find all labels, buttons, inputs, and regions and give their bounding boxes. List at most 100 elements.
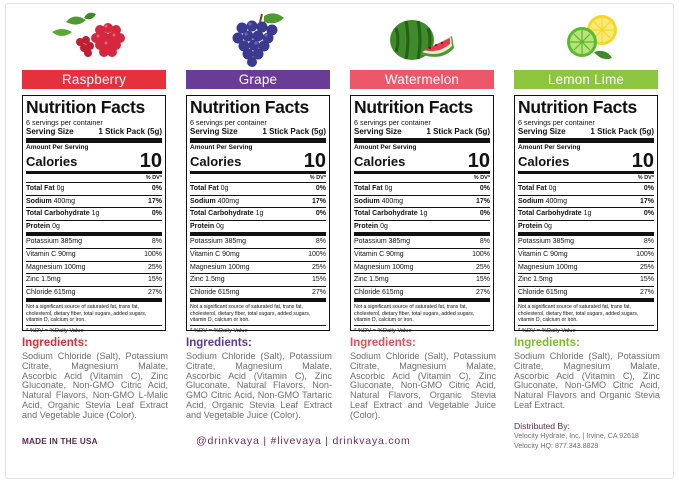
product-column-lemon-lime: Lemon Lime Nutrition Facts 6 servings pe… [514,8,660,411]
nf-row: Sodium 400mg 17% [26,196,162,209]
nf-serving-size-label: Serving Size [190,127,238,136]
nf-row: Protein 0g [190,221,326,237]
nf-amount-per-serving: Amount Per Serving [518,144,581,151]
nf-row: Total Fat 0g 0% [518,183,654,196]
nf-calories: Calories 10 [518,150,654,174]
nf-row: Protein 0g [518,221,654,237]
nf-serving-size-label: Serving Size [26,127,74,136]
nf-row: Sodium 400mg 17% [518,196,654,209]
product-column-watermelon: Watermelon Nutrition Facts 6 servings pe… [350,8,496,421]
ingredients-text: Sodium Chloride (Salt), Potassium Citrat… [350,351,496,420]
nf-serving-size: Serving Size 1 Stick Pack (5g) [190,127,326,143]
lemon-lime-icon [514,8,658,70]
flavor-banner: Raspberry [22,70,166,89]
nf-mineral-row: Vitamin C 90mg 100% [190,249,326,262]
nf-title: Nutrition Facts [26,97,145,117]
nutrition-facts-panel: Nutrition Facts 6 servings per container… [186,95,330,334]
social-links: @drinkvaya | #livevaya | drinkvaya.com [196,435,411,447]
nf-row: Total Fat 0g 0% [26,183,162,196]
nf-calories: Calories 10 [354,150,490,174]
nf-serving-size-value: 1 Stick Pack (5g) [426,127,490,136]
nf-dv-header: % DV* [354,174,490,183]
nf-mineral-row: Potassium 385mg 8% [26,236,162,249]
nf-calories: Calories 10 [26,150,162,174]
nf-mineral-row: Magnesium 100mg 25% [354,262,490,275]
made-in-usa: MADE IN THE USA [22,437,98,446]
ingredients-text: Sodium Chloride (Salt), Potassium Citrat… [186,351,332,420]
nf-title: Nutrition Facts [518,97,637,117]
nf-serving-size: Serving Size 1 Stick Pack (5g) [26,127,162,143]
company-address: Velocity Hydrate, Inc. | Irvine, CA 9261… [514,432,639,440]
nf-mineral-row: Magnesium 100mg 25% [518,262,654,275]
nutrition-facts-panel: Nutrition Facts 6 servings per container… [514,95,658,334]
flavor-banner: Lemon Lime [514,70,658,89]
nf-mineral-row: Chloride 615mg 27% [26,287,162,303]
nf-serving-size-label: Serving Size [354,127,402,136]
nf-mineral-row: Zinc 1.5mg 15% [354,274,490,287]
nf-mineral-row: Magnesium 100mg 25% [190,262,326,275]
nf-servings: 6 servings per container [26,118,103,127]
nf-row: Total Carbohydrate 1g 0% [190,208,326,221]
nf-amount-per-serving: Amount Per Serving [354,144,417,151]
nf-calories-label: Calories [354,154,406,169]
nf-mineral-row: Chloride 615mg 27% [354,287,490,303]
nf-calories-value: 10 [467,150,490,172]
nf-footnote: * %DV = %Daily Value [190,328,248,335]
ingredients-title: Ingredients: [514,337,580,349]
nf-serving-size-value: 1 Stick Pack (5g) [98,127,162,136]
nf-serving-size-label: Serving Size [518,127,566,136]
nf-dv-header: % DV* [26,174,162,183]
nf-calories-value: 10 [303,150,326,172]
nf-footnote: * %DV = %Daily Value [26,328,84,335]
nf-calories-value: 10 [631,150,654,172]
nf-note: Not a significant source of saturated fa… [190,304,326,327]
nf-calories: Calories 10 [190,150,326,174]
nf-mineral-row: Potassium 385mg 8% [354,236,490,249]
nf-mineral-row: Vitamin C 90mg 100% [354,249,490,262]
company-phone: Velocity HQ: 877.343.8829 [514,441,599,450]
nf-mineral-row: Vitamin C 90mg 100% [518,249,654,262]
raspberry-icon [22,8,166,70]
nf-dv-header: % DV* [518,174,654,183]
nf-footnote: * %DV = %Daily Value [354,328,412,335]
flavor-banner: Watermelon [350,70,494,89]
nutrition-facts-panel: Nutrition Facts 6 servings per container… [350,95,494,334]
nf-row: Sodium 400mg 17% [190,196,326,209]
nf-calories-value: 10 [139,150,162,172]
nf-calories-label: Calories [190,154,242,169]
nf-dv-header: % DV* [190,174,326,183]
nf-mineral-row: Zinc 1.5mg 15% [26,274,162,287]
ingredients-text: Sodium Chloride (Salt), Potassium Citrat… [514,351,660,410]
nf-note: Not a significant source of saturated fa… [354,304,490,327]
nf-serving-size: Serving Size 1 Stick Pack (5g) [354,127,490,143]
nf-mineral-row: Potassium 385mg 8% [518,236,654,249]
nf-amount-per-serving: Amount Per Serving [26,144,89,151]
nf-footnote: * %DV = %Daily Value [518,328,576,335]
nf-amount-per-serving: Amount Per Serving [190,144,253,151]
nf-row: Total Fat 0g 0% [354,183,490,196]
nf-calories-label: Calories [518,154,570,169]
nf-row: Total Carbohydrate 1g 0% [354,208,490,221]
nf-mineral-row: Chloride 615mg 27% [518,287,654,303]
nf-calories-label: Calories [26,154,78,169]
nf-serving-size-value: 1 Stick Pack (5g) [262,127,326,136]
nf-serving-size-value: 1 Stick Pack (5g) [590,127,654,136]
nf-title: Nutrition Facts [190,97,309,117]
product-column-grape: Grape Nutrition Facts 6 servings per con… [186,8,332,421]
nf-note: Not a significant source of saturated fa… [518,304,654,327]
ingredients-title: Ingredients: [186,337,252,349]
ingredients-title: Ingredients: [350,337,416,349]
ingredients-text: Sodium Chloride (Salt), Potassium Citrat… [22,351,168,420]
watermelon-icon [350,8,494,70]
ingredients-title: Ingredients: [22,337,88,349]
distributor-info: Distributed By: Velocity Hydrate, Inc. |… [514,421,639,451]
card-frame [5,3,674,479]
grape-icon [186,8,330,70]
nf-row: Protein 0g [354,221,490,237]
nf-servings: 6 servings per container [190,118,267,127]
nf-mineral-row: Magnesium 100mg 25% [26,262,162,275]
nf-mineral-row: Chloride 615mg 27% [190,287,326,303]
nutrition-facts-panel: Nutrition Facts 6 servings per container… [22,95,166,334]
distributed-by-label: Distributed By: [514,421,570,431]
nf-mineral-row: Vitamin C 90mg 100% [26,249,162,262]
